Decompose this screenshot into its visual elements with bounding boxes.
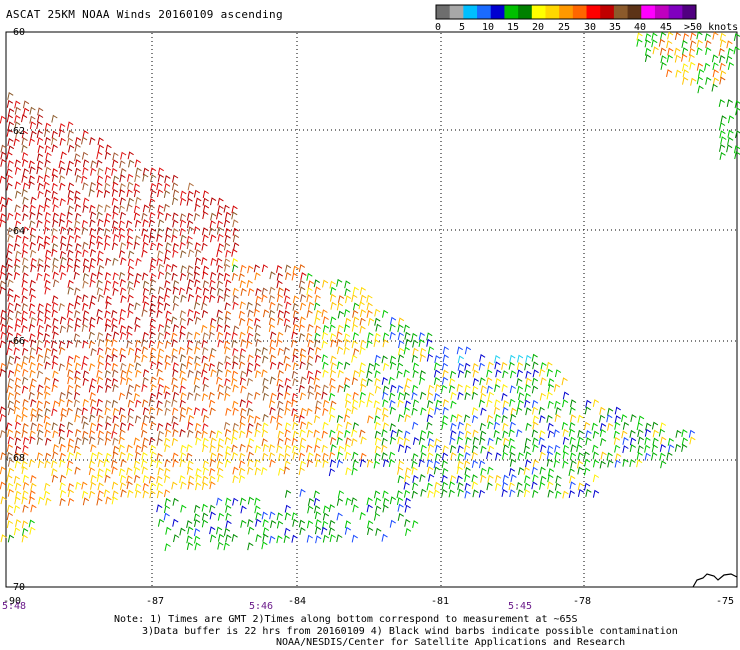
lat-label-66: -66 <box>7 336 25 347</box>
time-label-545: 5:45 <box>508 601 532 612</box>
lon-label-81: -81 <box>431 596 449 607</box>
note-line-1: Note: 1) Times are GMT 2)Times along bot… <box>114 614 578 625</box>
time-label-548: 5:48 <box>2 601 26 612</box>
legend-swatch <box>668 5 683 19</box>
legend-swatch <box>641 5 656 19</box>
lat-label-70: -70 <box>7 582 25 593</box>
legend-label-10: 10 <box>482 22 494 33</box>
lon-label-75: -75 <box>716 596 734 607</box>
legend-swatch <box>504 5 519 19</box>
legend-swatch <box>654 5 670 19</box>
legend-label-30: 30 <box>584 22 596 33</box>
legend-swatch <box>531 5 546 19</box>
legend-label-25: 25 <box>558 22 570 33</box>
legend-swatch <box>477 5 492 19</box>
legend-swatch <box>436 5 451 19</box>
legend-swatch <box>463 5 478 19</box>
legend-swatch <box>572 5 588 19</box>
legend-label-5: 5 <box>459 22 465 33</box>
legend-label-15: 15 <box>507 22 519 33</box>
lat-label-64: -64 <box>7 226 25 237</box>
legend-label-45: 45 <box>660 22 672 33</box>
time-label-546: 5:46 <box>249 601 273 612</box>
lon-label-78: -78 <box>573 596 591 607</box>
map-title: ASCAT 25KM NOAA Winds 20160109 ascending <box>6 8 283 21</box>
lat-label-60: -60 <box>7 27 25 38</box>
lon-label-90: -90 <box>3 596 21 607</box>
map-frame <box>5 31 738 588</box>
lon-label-87: -87 <box>146 596 164 607</box>
lon-label-84: -84 <box>288 596 306 607</box>
legend-swatch <box>682 5 697 19</box>
legend-label-0: 0 <box>435 22 441 33</box>
legend-swatch <box>613 5 629 19</box>
legend-swatch <box>545 5 560 19</box>
wind-barbs <box>0 31 740 552</box>
legend-label-20: 20 <box>532 22 544 33</box>
legend-color-bar <box>435 4 697 20</box>
note-line-3: NOAA/NESDIS/Center for Satellite Applica… <box>276 637 626 648</box>
legend-swatch <box>627 5 642 19</box>
note-line-2: 3)Data buffer is 22 hrs from 20160109 4)… <box>142 626 678 637</box>
legend-swatch <box>518 5 533 19</box>
legend-label-40: 40 <box>634 22 646 33</box>
lat-label-62: -62 <box>7 126 25 137</box>
legend-swatch <box>600 5 615 19</box>
legend-swatch <box>490 5 505 19</box>
legend-swatch <box>586 5 601 19</box>
coastline <box>692 573 738 588</box>
legend-border <box>435 4 697 20</box>
lat-label-68: -68 <box>7 453 25 464</box>
legend-label-50-knots: >50 knots <box>684 22 738 33</box>
legend-swatch <box>449 5 464 19</box>
graticule <box>7 33 736 586</box>
legend-label-35: 35 <box>609 22 621 33</box>
speed-legend: 0 5 10 15 20 25 30 35 40 45 >50 knots <box>435 4 738 33</box>
legend-swatch <box>559 5 574 19</box>
